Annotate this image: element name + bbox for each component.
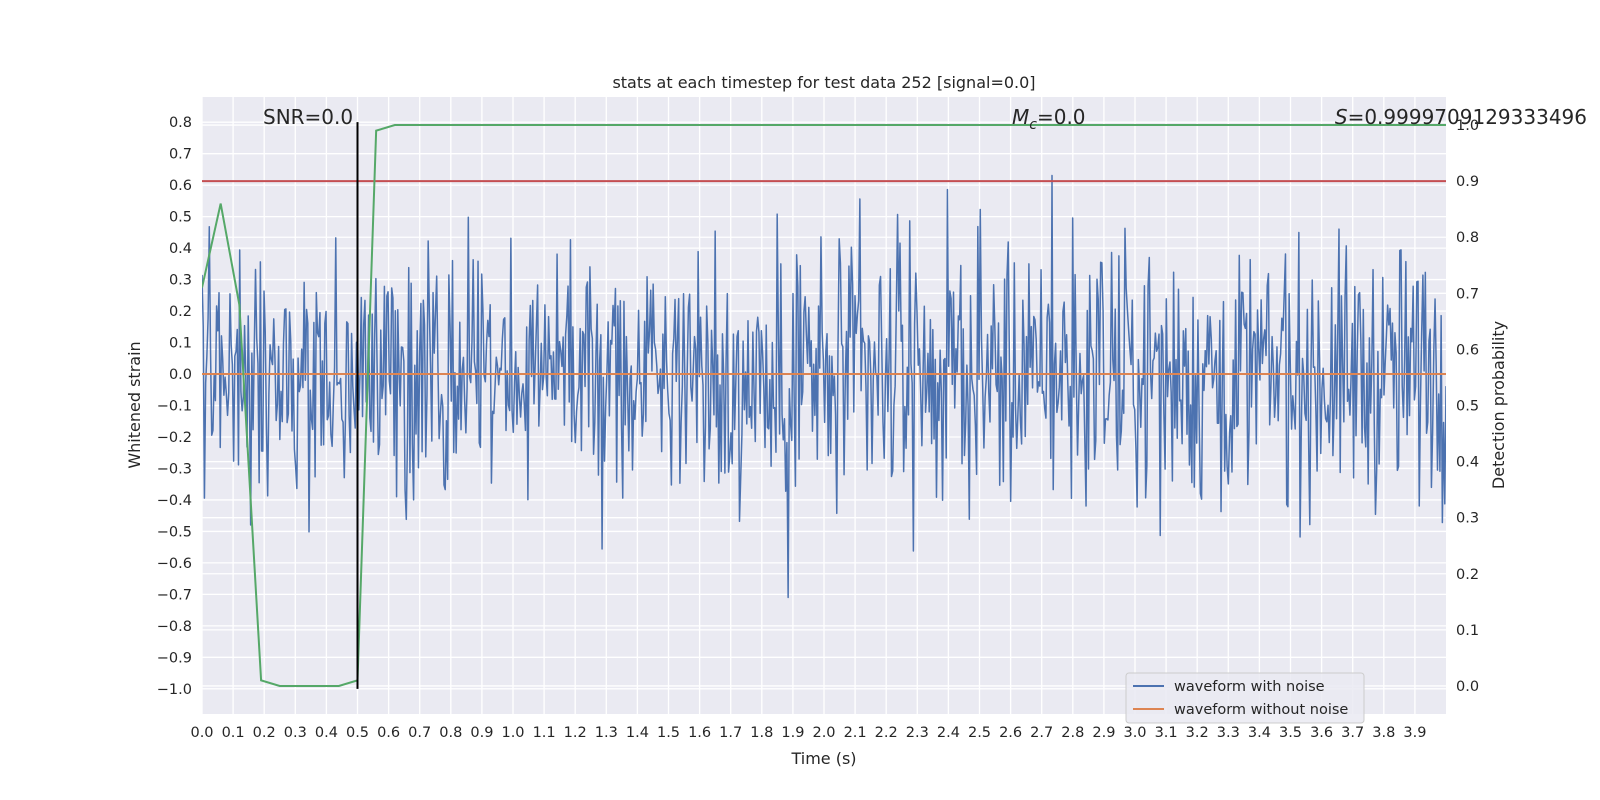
- x-tick-label: 2.0: [812, 725, 835, 741]
- mc-annotation: Mc=0.0: [1012, 105, 1086, 133]
- y2-tick-label: 0.6: [1456, 342, 1479, 358]
- legend-box: [1125, 672, 1365, 724]
- y2-tick-label: 0.7: [1456, 286, 1479, 302]
- x-tick-label: 2.1: [844, 725, 867, 741]
- y-tick-label: 0.7: [169, 147, 192, 163]
- y-tick-label: −0.2: [157, 430, 192, 446]
- mc-subscript: c: [1029, 117, 1037, 133]
- x-tick-label: 3.9: [1403, 725, 1426, 741]
- x-tick-label: 2.6: [999, 725, 1022, 741]
- x-axis-ticks: 0.0 0.1 0.2 0.3 0.4 0.5 0.6 0.7 0.8 0.9 1.0 1.1 1.2 1…: [190, 725, 1426, 741]
- x-tick-label: 1.4: [626, 725, 649, 741]
- y2-tick-label: 0.2: [1456, 567, 1479, 583]
- y-tick-label: 0.6: [169, 178, 192, 194]
- y2-tick-label: 0.9: [1456, 174, 1479, 190]
- y2-tick-label: 0.5: [1456, 399, 1479, 415]
- y-tick-label: 0.8: [169, 115, 192, 131]
- s-symbol: S: [1335, 105, 1348, 129]
- grid: [201, 97, 1446, 714]
- y2-tick-label: 0.0: [1456, 679, 1479, 695]
- x-tick-label: 3.4: [1248, 725, 1271, 741]
- y2-axis-ticks: 1.0 0.9 0.8 0.7 0.6 0.5 0.4 0.3 0.2 0.1 0.0: [1456, 118, 1479, 695]
- x-tick-label: 0.1: [222, 725, 245, 741]
- chart-title: stats at each timestep for test data 252…: [612, 73, 1035, 92]
- x-axis-label: Time (s): [790, 749, 856, 768]
- y-tick-label: 0.2: [169, 304, 192, 320]
- mc-value: =0.0: [1037, 105, 1086, 129]
- x-tick-label: 2.4: [937, 725, 960, 741]
- x-tick-label: 0.0: [190, 725, 213, 741]
- legend-label-clean: waveform without noise: [1174, 702, 1348, 718]
- x-tick-label: 0.5: [346, 725, 369, 741]
- x-tick-label: 0.2: [253, 725, 276, 741]
- x-tick-label: 0.7: [408, 725, 431, 741]
- y-axis-label: Whitened strain: [125, 341, 144, 468]
- x-tick-label: 1.3: [595, 725, 618, 741]
- y-tick-label: 0.3: [169, 273, 192, 289]
- y2-tick-label: 0.3: [1456, 511, 1479, 527]
- y2-tick-label: 0.8: [1456, 230, 1479, 246]
- x-tick-label: 1.8: [750, 725, 773, 741]
- x-tick-label: 1.0: [501, 725, 524, 741]
- x-tick-label: 1.5: [657, 725, 680, 741]
- legend-label-noise: waveform with noise: [1174, 679, 1325, 695]
- y2-tick-label: 1.0: [1456, 118, 1479, 134]
- series-waveform-with-noise: [202, 174, 1446, 599]
- y-tick-label: −0.9: [157, 650, 192, 666]
- y-tick-label: −0.1: [157, 399, 192, 415]
- snr-annotation: SNR=0.0: [263, 105, 353, 129]
- s-annotation: S=0.9999709129333496: [1335, 105, 1587, 129]
- x-tick-label: 1.2: [564, 725, 587, 741]
- x-tick-label: 2.3: [906, 725, 929, 741]
- x-tick-label: 0.6: [377, 725, 400, 741]
- x-tick-label: 3.6: [1310, 725, 1333, 741]
- x-tick-label: 1.9: [781, 725, 804, 741]
- x-tick-label: 2.8: [1061, 725, 1084, 741]
- y-tick-label: −1.0: [157, 682, 192, 698]
- x-tick-label: 2.9: [1092, 725, 1115, 741]
- y-tick-label: 0.5: [169, 210, 192, 226]
- x-tick-label: 0.4: [315, 725, 338, 741]
- y-tick-label: −0.4: [157, 493, 192, 509]
- x-tick-label: 0.3: [284, 725, 307, 741]
- y-tick-label: 0.0: [169, 367, 192, 383]
- plot-area: [202, 122, 1446, 689]
- y2-axis-label: Detection probability: [1489, 321, 1508, 489]
- x-tick-label: 3.1: [1155, 725, 1178, 741]
- x-tick-label: 3.8: [1372, 725, 1395, 741]
- y-tick-label: −0.3: [157, 461, 192, 477]
- y-tick-label: 0.1: [169, 336, 192, 352]
- s-value: =0.9999709129333496: [1348, 105, 1587, 129]
- y-tick-label: 0.4: [169, 241, 192, 257]
- y2-tick-label: 0.1: [1456, 623, 1479, 639]
- x-tick-label: 3.5: [1279, 725, 1302, 741]
- y-axis-ticks: 0.8 0.7 0.6 0.5 0.4 0.3 0.2 0.1 0.0 −0.1 −0.2 −0.3 −…: [157, 115, 192, 698]
- y-tick-label: −0.6: [157, 556, 192, 572]
- x-tick-label: 2.2: [875, 725, 898, 741]
- x-tick-label: 3.7: [1341, 725, 1364, 741]
- mc-symbol: M: [1012, 105, 1029, 129]
- x-tick-label: 1.6: [688, 725, 711, 741]
- x-tick-label: 2.7: [1030, 725, 1053, 741]
- x-tick-label: 1.1: [533, 725, 556, 741]
- y-tick-label: −0.8: [157, 619, 192, 635]
- series-detection-probability: [202, 124, 1446, 687]
- legend: waveform with noise waveform without noi…: [1125, 672, 1365, 724]
- x-tick-label: 2.5: [968, 725, 991, 741]
- x-tick-label: 0.9: [470, 725, 493, 741]
- x-tick-label: 0.8: [439, 725, 462, 741]
- y2-tick-label: 0.4: [1456, 455, 1479, 471]
- y-tick-label: −0.5: [157, 524, 192, 540]
- x-tick-label: 3.2: [1186, 725, 1209, 741]
- x-tick-label: 3.0: [1123, 725, 1146, 741]
- y-tick-label: −0.7: [157, 587, 192, 603]
- x-tick-label: 1.7: [719, 725, 742, 741]
- x-tick-label: 3.3: [1217, 725, 1240, 741]
